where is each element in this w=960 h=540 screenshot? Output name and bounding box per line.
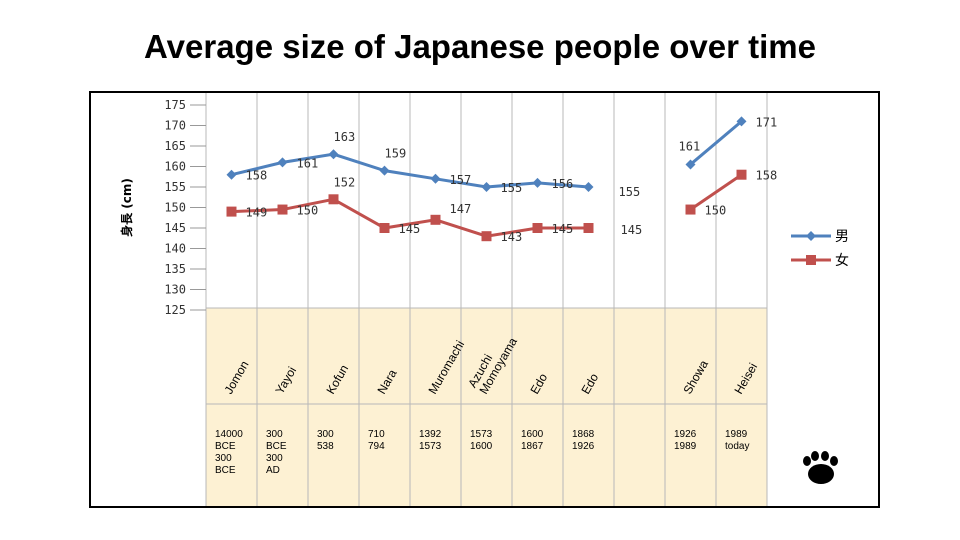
data-point-marker [532, 177, 543, 188]
data-label: 163 [334, 130, 356, 144]
era-date-text: 14000 [215, 429, 243, 440]
legend-marker [806, 255, 816, 265]
data-label: 147 [450, 202, 472, 216]
era-date-text: 1600 [521, 429, 544, 440]
chart-frame: 125 130 135 140 145 150 155 160 165 170 175 身長 (cm)… [89, 91, 880, 508]
data-label: 155 [501, 181, 523, 195]
data-point-marker [328, 149, 339, 160]
data-label: 145 [552, 222, 574, 236]
y-tick-label: 130 [164, 283, 186, 297]
era-date-text: 300 [215, 453, 232, 464]
era-date-text: 1573 [419, 441, 442, 452]
data-label: 159 [385, 147, 407, 161]
era-date-text: 1989 [725, 429, 748, 440]
y-tick-label: 150 [164, 201, 186, 215]
y-tick-label: 170 [164, 119, 186, 133]
era-date-text: BCE [215, 441, 236, 452]
data-point-marker [685, 159, 696, 170]
data-label: 156 [552, 177, 574, 191]
era-date-text: 710 [368, 429, 385, 440]
data-label: 150 [297, 204, 319, 218]
paw-print-icon [803, 451, 838, 484]
y-tick-label: 135 [164, 262, 186, 276]
data-point-marker [277, 204, 288, 215]
data-point-marker [226, 169, 237, 180]
era-date-text: BCE [266, 441, 287, 452]
series-line [231, 197, 589, 238]
era-date-text: today [725, 441, 749, 452]
y-tick-label: 175 [164, 98, 186, 112]
era-date-text: 794 [368, 441, 385, 452]
series-line [231, 152, 589, 189]
data-point-marker [430, 173, 441, 184]
data-label: 157 [450, 173, 472, 187]
y-axis-label: 身長 (cm) [119, 178, 134, 237]
era-date-text: 300 [317, 429, 334, 440]
data-label: 171 [756, 115, 778, 129]
data-label: 158 [756, 169, 778, 183]
data-point-marker [430, 214, 441, 225]
legend-label: 女 [835, 252, 849, 269]
data-label: 149 [246, 206, 268, 220]
data-point-marker [481, 182, 492, 192]
paw-toe [811, 451, 819, 461]
era-date-text: 1392 [419, 429, 442, 440]
y-tick-label: 125 [164, 303, 186, 317]
legend-marker [806, 231, 816, 241]
page-title: Average size of Japanese people over tim… [144, 28, 816, 65]
era-date-text: 1926 [572, 441, 595, 452]
data-point-marker [379, 165, 390, 176]
era-date-text: 538 [317, 441, 334, 452]
series-line [689, 173, 743, 211]
data-label: 150 [705, 204, 727, 218]
data-label: 152 [334, 175, 356, 189]
data-label: 145 [621, 223, 643, 237]
data-point-marker [328, 194, 339, 205]
data-label: 143 [501, 230, 523, 244]
data-label: 158 [246, 169, 268, 183]
data-point-marker [583, 182, 594, 192]
data-label: 145 [399, 222, 421, 236]
y-tick-label: 140 [164, 242, 186, 256]
era-date-text: 1868 [572, 429, 595, 440]
era-table-background [206, 308, 767, 506]
y-tick-label: 155 [164, 180, 186, 194]
data-label: 161 [297, 156, 319, 170]
paw-toe [821, 451, 829, 461]
height-line-chart: 125 130 135 140 145 150 155 160 165 170 175 身長 (cm)… [119, 93, 849, 506]
data-label: 155 [619, 185, 641, 199]
paw-toe [803, 456, 811, 466]
data-point-marker [379, 223, 390, 233]
y-tick-label: 165 [164, 139, 186, 153]
data-label: 161 [679, 139, 701, 153]
legend-label: 男 [835, 229, 849, 245]
data-point-marker [583, 223, 594, 233]
paw-toe [830, 456, 838, 466]
data-point-marker [226, 206, 237, 217]
data-point-marker [532, 223, 543, 233]
era-date-text: 300 [266, 453, 283, 464]
data-point-marker [685, 204, 696, 215]
era-date-text: 1573 [470, 429, 493, 440]
era-date-text: 1600 [470, 441, 493, 452]
data-point-marker [736, 116, 747, 127]
era-date-text: 1926 [674, 429, 697, 440]
data-point-marker [277, 157, 288, 168]
era-date-text: 1867 [521, 441, 544, 452]
paw-pad [808, 464, 834, 484]
data-point-marker [736, 169, 747, 180]
y-tick-label: 160 [164, 160, 186, 174]
data-point-marker [481, 231, 492, 242]
era-date-text: AD [266, 465, 280, 476]
y-tick-label: 145 [164, 221, 186, 235]
era-date-text: 300 [266, 429, 283, 440]
series-line [689, 120, 743, 166]
era-date-text: BCE [215, 465, 236, 476]
era-date-text: 1989 [674, 441, 697, 452]
